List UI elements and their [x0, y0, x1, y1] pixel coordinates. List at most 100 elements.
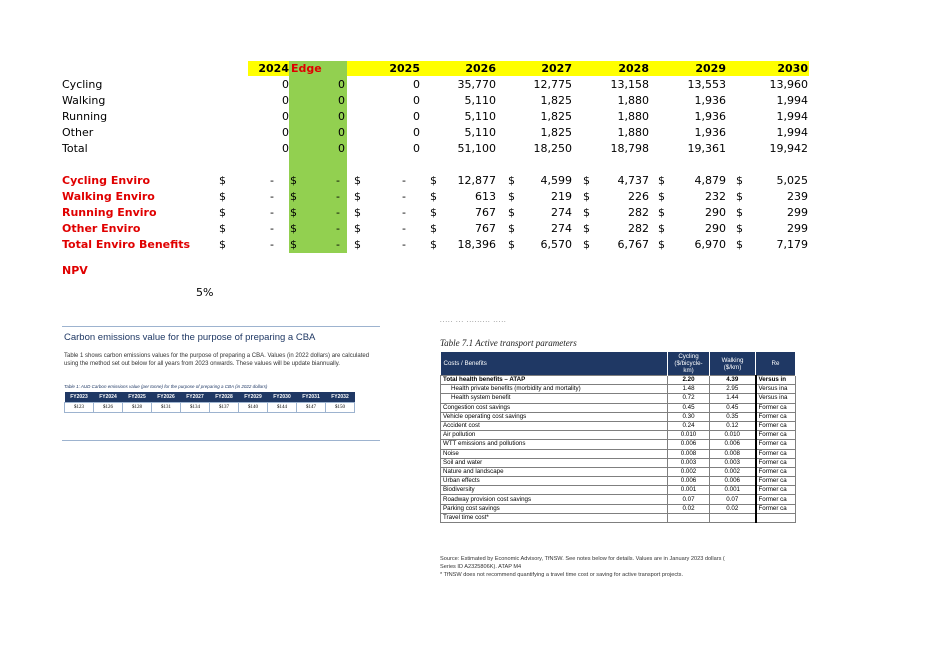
- cell-value[interactable]: 19,942: [769, 142, 809, 155]
- enviro-value[interactable]: -: [270, 222, 274, 235]
- cell-value[interactable]: 5,110: [464, 110, 497, 123]
- enviro-label[interactable]: Cycling Enviro: [62, 174, 151, 187]
- enviro-value[interactable]: 767: [475, 222, 496, 235]
- row-label-total[interactable]: Total: [62, 142, 88, 155]
- enviro-value[interactable]: -: [336, 190, 340, 203]
- cell-value[interactable]: 0: [413, 126, 420, 139]
- cell-value[interactable]: 13,553: [687, 78, 727, 91]
- enviro-value[interactable]: -: [402, 222, 406, 235]
- header-year-2030[interactable]: 2030: [777, 62, 808, 75]
- enviro-value[interactable]: 6,570: [540, 238, 573, 251]
- enviro-value[interactable]: 4,879: [694, 174, 727, 187]
- enviro-value[interactable]: -: [402, 174, 406, 187]
- enviro-value[interactable]: 613: [475, 190, 496, 203]
- cell-2024[interactable]: 0: [282, 126, 289, 139]
- enviro-value[interactable]: -: [270, 238, 274, 251]
- cell-2024[interactable]: 0: [282, 94, 289, 107]
- cell-2024[interactable]: 0: [282, 78, 289, 91]
- cell-value[interactable]: 1,880: [617, 126, 650, 139]
- enviro-value[interactable]: -: [402, 238, 406, 251]
- cell-value[interactable]: 19,361: [687, 142, 727, 155]
- header-year-2027[interactable]: 2027: [541, 62, 572, 75]
- cell-value[interactable]: 5,110: [464, 126, 497, 139]
- cell-2024[interactable]: 0: [282, 110, 289, 123]
- enviro-value[interactable]: 290: [705, 206, 726, 219]
- enviro-value[interactable]: -: [336, 222, 340, 235]
- row-label-cycling[interactable]: Cycling: [62, 78, 103, 91]
- cell-value[interactable]: 13,158: [610, 78, 650, 91]
- enviro-value[interactable]: 5,025: [776, 174, 809, 187]
- cell-2024[interactable]: 0: [282, 142, 289, 155]
- enviro-value[interactable]: 767: [475, 206, 496, 219]
- cell-value[interactable]: 51,100: [457, 142, 497, 155]
- cell-value[interactable]: 1,936: [694, 126, 727, 139]
- cell-edge[interactable]: 0: [338, 126, 345, 139]
- cell-value[interactable]: 1,994: [776, 126, 809, 139]
- enviro-value[interactable]: 7,179: [776, 238, 809, 251]
- cell-value[interactable]: 12,775: [533, 78, 573, 91]
- cell-value[interactable]: 0: [413, 94, 420, 107]
- row-label-running[interactable]: Running: [62, 110, 108, 123]
- cell-value[interactable]: 1,825: [540, 126, 573, 139]
- enviro-label[interactable]: Walking Enviro: [62, 190, 155, 203]
- enviro-label[interactable]: Total Enviro Benefits: [62, 238, 191, 251]
- enviro-value[interactable]: 299: [787, 206, 808, 219]
- cell-value[interactable]: 1,936: [694, 110, 727, 123]
- cell-edge[interactable]: 0: [338, 142, 345, 155]
- cell-value[interactable]: 13,960: [769, 78, 809, 91]
- cell-edge[interactable]: 0: [338, 110, 345, 123]
- enviro-value[interactable]: 18,396: [457, 238, 497, 251]
- cell-value[interactable]: 1,936: [694, 94, 727, 107]
- enviro-value[interactable]: 299: [787, 222, 808, 235]
- enviro-value[interactable]: -: [336, 174, 340, 187]
- enviro-value[interactable]: 4,599: [540, 174, 573, 187]
- enviro-value[interactable]: 6,767: [617, 238, 650, 251]
- enviro-value[interactable]: 282: [628, 206, 649, 219]
- cell-value[interactable]: 1,994: [776, 94, 809, 107]
- cell-value[interactable]: 5,110: [464, 94, 497, 107]
- enviro-value[interactable]: -: [336, 206, 340, 219]
- cell-value[interactable]: 35,770: [457, 78, 497, 91]
- row-label-other[interactable]: Other: [62, 126, 94, 139]
- cell-value[interactable]: 1,994: [776, 110, 809, 123]
- enviro-value[interactable]: -: [402, 206, 406, 219]
- enviro-label[interactable]: Running Enviro: [62, 206, 157, 219]
- cell-value[interactable]: 1,825: [540, 110, 573, 123]
- enviro-value[interactable]: -: [270, 174, 274, 187]
- enviro-value[interactable]: 219: [551, 190, 572, 203]
- header-year-2025[interactable]: 2025: [389, 62, 420, 75]
- cell-value[interactable]: 18,798: [610, 142, 650, 155]
- enviro-value[interactable]: -: [270, 190, 274, 203]
- enviro-value[interactable]: 274: [551, 222, 572, 235]
- enviro-value[interactable]: 282: [628, 222, 649, 235]
- cell-edge[interactable]: 0: [338, 94, 345, 107]
- cell-value[interactable]: 0: [413, 110, 420, 123]
- enviro-value[interactable]: 232: [705, 190, 726, 203]
- cell-value[interactable]: 1,880: [617, 94, 650, 107]
- enviro-value[interactable]: 226: [628, 190, 649, 203]
- cell-edge[interactable]: 0: [338, 78, 345, 91]
- cell-value[interactable]: 18,250: [533, 142, 573, 155]
- header-edge[interactable]: Edge: [291, 62, 322, 75]
- enviro-value[interactable]: -: [270, 206, 274, 219]
- enviro-value[interactable]: 12,877: [457, 174, 497, 187]
- header-year-2029[interactable]: 2029: [695, 62, 726, 75]
- row-label-walking[interactable]: Walking: [62, 94, 106, 107]
- cell-value[interactable]: 1,825: [540, 94, 573, 107]
- enviro-value[interactable]: 6,970: [694, 238, 727, 251]
- enviro-value[interactable]: -: [402, 190, 406, 203]
- header-year-2028[interactable]: 2028: [618, 62, 649, 75]
- header-year-2026[interactable]: 2026: [465, 62, 496, 75]
- enviro-value[interactable]: 274: [551, 206, 572, 219]
- header-year-2024[interactable]: 2024: [258, 62, 289, 75]
- npv-label[interactable]: NPV: [62, 264, 88, 277]
- cell-value[interactable]: 0: [413, 142, 420, 155]
- enviro-value[interactable]: 239: [787, 190, 808, 203]
- enviro-value[interactable]: -: [336, 238, 340, 251]
- enviro-value[interactable]: 290: [705, 222, 726, 235]
- discount-rate[interactable]: 5%: [196, 286, 214, 299]
- enviro-label[interactable]: Other Enviro: [62, 222, 141, 235]
- cell-value[interactable]: 1,880: [617, 110, 650, 123]
- enviro-value[interactable]: 4,737: [617, 174, 650, 187]
- cell-value[interactable]: 0: [413, 78, 420, 91]
